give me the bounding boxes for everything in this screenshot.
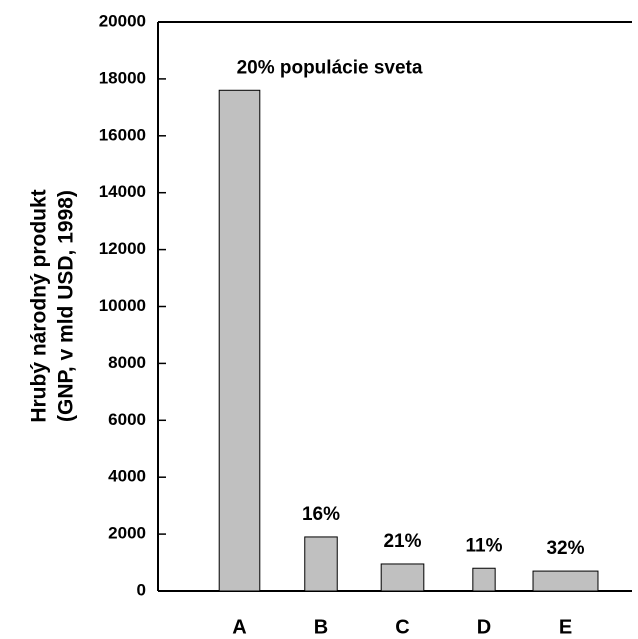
bar-annotation: 16%	[302, 504, 340, 525]
bar	[532, 570, 599, 592]
y-tick-label: 14000	[99, 182, 146, 201]
bar-annotation: 32%	[546, 538, 584, 559]
bar	[472, 567, 496, 592]
y-tick-label: 2000	[108, 524, 146, 543]
x-tick-label: A	[232, 616, 246, 638]
y-tick-label: 16000	[99, 125, 146, 144]
bar-annotation: 21%	[383, 531, 421, 552]
y-tick-label: 8000	[108, 353, 146, 372]
y-tick-label: 18000	[99, 68, 146, 87]
bar-annotation: 11%	[466, 535, 503, 556]
y-tick-label: 0	[137, 580, 146, 599]
y-axis-title: Hrubý národný produkt (GNP, v mld USD, 1…	[28, 189, 78, 422]
y-tick-label: 4000	[108, 467, 146, 486]
y-tick-label: 12000	[99, 239, 146, 258]
bar	[380, 563, 425, 592]
x-tick-label: D	[477, 616, 491, 638]
y-tick-label: 6000	[108, 410, 146, 429]
bar	[304, 536, 338, 592]
y-tick-label: 10000	[99, 296, 146, 315]
x-tick-label: C	[395, 616, 409, 638]
y-tick-label: 20000	[99, 11, 146, 30]
x-tick-label: B	[314, 616, 328, 638]
x-tick-label: E	[559, 616, 572, 638]
y-axis-title-line: (GNP, v mld USD, 1998)	[55, 190, 78, 422]
y-axis-title-line: Hrubý národný produkt	[28, 189, 51, 422]
bar-annotation: 20% populácie sveta	[237, 57, 423, 78]
bar	[218, 89, 261, 592]
